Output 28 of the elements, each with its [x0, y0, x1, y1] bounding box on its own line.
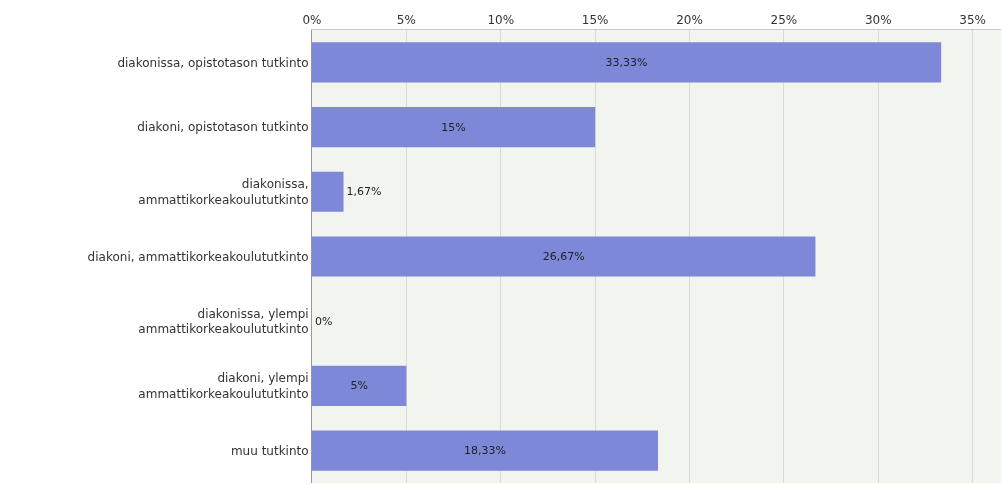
y-tick-label: diakonissa, ammattikorkeakoulututkinto: [138, 177, 309, 207]
x-tick-label: 10%: [487, 13, 515, 28]
x-tick-label: 0%: [302, 13, 322, 28]
y-tick-label: diakonissa, ylempi ammattikorkeakoulututkinto: [138, 306, 309, 337]
bar: [312, 107, 596, 148]
data-label: 26,67%: [542, 250, 585, 263]
x-tick-label: 30%: [864, 13, 892, 28]
y-tick-label: diakoni, ylempi ammattikorkeakoulututkinto: [138, 371, 309, 401]
bar: [312, 236, 816, 277]
y-tick-label: diakonissa, opistotason tutkinto: [117, 55, 309, 70]
x-tick-label: 5%: [396, 13, 416, 28]
data-label: 15%: [441, 120, 466, 134]
x-tick-label: 15%: [581, 13, 609, 28]
data-label: 0%: [315, 314, 333, 328]
data-label: 33,33%: [605, 55, 648, 69]
data-label: 18,33%: [464, 444, 506, 458]
y-tick-label: diakoni, opistotason tutkinto: [137, 120, 309, 135]
x-tick-label: 20%: [676, 13, 703, 28]
bar: [312, 42, 942, 83]
bar: [312, 430, 659, 471]
y-tick-label: muu tutkinto: [230, 443, 309, 458]
bar: [312, 365, 407, 406]
data-label: 1,67%: [346, 185, 382, 199]
x-tick-label: 25%: [770, 13, 798, 28]
bar: [312, 171, 344, 212]
y-tick-label: diakoni, ammattikorkeakoulututkinto: [87, 249, 309, 264]
x-tick-label: 35%: [959, 13, 987, 28]
data-label: 5%: [350, 379, 368, 393]
